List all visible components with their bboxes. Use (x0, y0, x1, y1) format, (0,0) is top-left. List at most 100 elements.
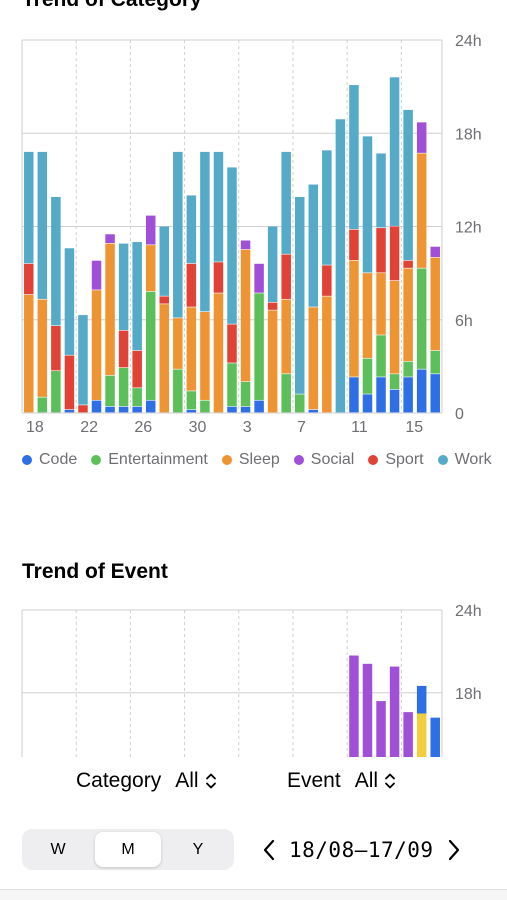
bar-segment-sport (78, 405, 88, 413)
bar-segment-sleep (267, 310, 278, 413)
bar-segment-sleep (173, 318, 183, 369)
bar-segment-code (254, 400, 264, 413)
legend-dot-icon (437, 454, 448, 465)
bar-segment-sleep (322, 296, 332, 413)
bar-segment-work (186, 195, 197, 264)
bar-segment-work (78, 315, 88, 405)
bar-segment-social (416, 122, 427, 153)
bar-segment-sport (389, 226, 400, 281)
bar-segment-work (200, 151, 210, 312)
bar-segment-entertainment (186, 391, 197, 410)
bar-segment-code (430, 374, 440, 413)
category-trend-chart[interactable]: 24h 18h 12h 6h 0 18 22 26 30 3 7 11 15 (0, 0, 507, 440)
date-navigator: 18/08–17/09 (258, 834, 465, 866)
y-tick-label: 18h (455, 686, 482, 703)
bar-segment-sleep (105, 243, 115, 376)
bar-segment-sport (186, 263, 197, 307)
bar-segment-social (145, 215, 156, 245)
legend-label: Social (310, 450, 355, 468)
bar-segment-sleep (200, 311, 210, 400)
legend-dot-icon (91, 454, 102, 465)
event-bar (416, 713, 427, 757)
bar-segment-code (362, 394, 373, 413)
bar-segment-work (349, 85, 359, 230)
bar-segment-work (389, 77, 400, 226)
bar-segment-code (227, 406, 237, 413)
bar-segment-sport (132, 350, 142, 388)
bar-segment-entertainment (254, 293, 264, 400)
bar-segment-sport (213, 262, 224, 293)
bar-segment-work (362, 136, 373, 273)
bar-segment-entertainment (281, 374, 291, 413)
event-filter[interactable]: Event All (287, 769, 397, 793)
bar-segment-work (322, 150, 332, 265)
date-range-label: 18/08–17/09 (289, 838, 434, 862)
chevron-right-icon (448, 839, 459, 861)
bar-segment-work (64, 248, 75, 355)
bar-segment-work (281, 151, 291, 254)
event-trend-chart[interactable]: 24h 18h (0, 597, 507, 757)
bar-segment-sleep (403, 268, 413, 362)
x-tick-label: 7 (297, 419, 306, 436)
x-tick-label: 15 (405, 419, 423, 436)
legend-label: Entertainment (108, 450, 208, 468)
bar-segment-entertainment (145, 291, 156, 400)
y-tick-label: 24h (455, 603, 482, 620)
legend-item-entertainment: Entertainment (91, 450, 208, 469)
tab-week[interactable]: W (50, 841, 66, 858)
y-tick-label: 12h (455, 220, 482, 237)
event-filter-label: Event (287, 769, 341, 792)
x-tick-label: 22 (80, 419, 98, 436)
bar-segment-entertainment (403, 361, 413, 377)
event-bar (389, 666, 400, 757)
legend-label: Code (39, 450, 78, 468)
category-filter[interactable]: Category All (76, 769, 218, 793)
legend-item-code: Code (22, 450, 77, 469)
previous-period-button[interactable] (258, 835, 280, 865)
bar-segment-code (186, 409, 197, 413)
event-bar (376, 701, 386, 757)
event-bar (362, 663, 373, 757)
legend-dot-icon (293, 454, 304, 465)
bar-segment-work (294, 196, 305, 394)
y-tick-label: 24h (455, 33, 482, 50)
bar-segment-entertainment (416, 268, 427, 369)
bar-segment-entertainment (240, 381, 251, 407)
y-tick-label: 6h (455, 313, 473, 330)
bar-segment-work (335, 119, 346, 413)
bar-segment-entertainment (200, 400, 210, 413)
chevron-left-icon (263, 839, 275, 861)
bar-segment-work (308, 184, 319, 307)
legend-dot-icon (368, 454, 379, 465)
bar-segment-code (132, 406, 142, 413)
bar-segment-entertainment (37, 397, 48, 413)
bar-segment-sleep (389, 280, 400, 374)
bar-segment-entertainment (173, 369, 183, 413)
category-filter-value: All (175, 769, 199, 792)
bar-segment-social (240, 240, 251, 250)
event-bar (403, 712, 413, 757)
bar-segment-work (24, 151, 34, 264)
tab-month[interactable]: M (95, 832, 161, 867)
bar-segment-work (37, 151, 48, 299)
legend-item-social: Social (293, 450, 355, 469)
event-bar (349, 655, 359, 757)
bar-segment-sport (51, 325, 61, 371)
up-down-chevron-icon (385, 773, 395, 789)
bar-segment-work (376, 153, 386, 228)
next-period-button[interactable] (443, 835, 465, 865)
bar-segment-work (403, 109, 413, 261)
bar-segment-code (105, 406, 115, 413)
legend-label: Sport (385, 450, 424, 468)
bar-segment-sleep (281, 299, 291, 374)
bar-segment-sport (267, 302, 278, 310)
bar-segment-sport (159, 296, 170, 304)
bar-segment-sport (118, 330, 129, 368)
bar-segment-code (145, 400, 156, 413)
bar-segment-sport (349, 229, 359, 261)
filter-bar: Category All Event All (0, 765, 507, 801)
bar-segment-sleep (416, 153, 427, 268)
x-tick-label: 18 (26, 419, 44, 436)
tab-year[interactable]: Y (192, 841, 204, 858)
bar-segment-sleep (362, 273, 373, 359)
